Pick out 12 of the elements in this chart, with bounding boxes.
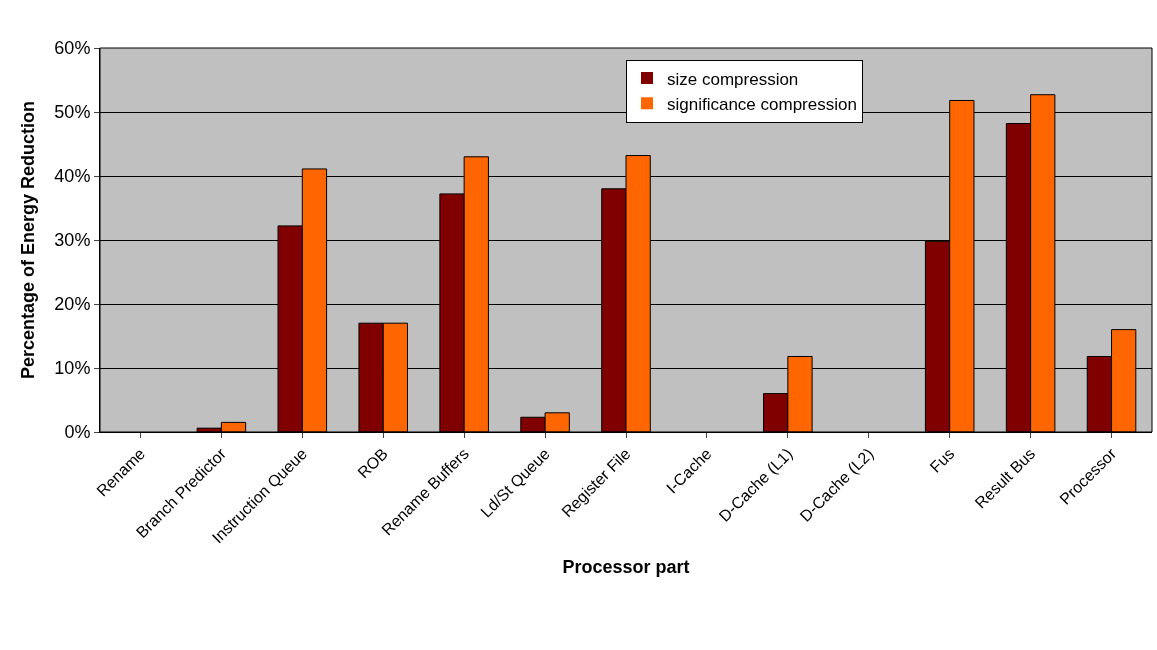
y-axis-title: Percentage of Energy Reduction <box>17 100 38 380</box>
legend-label: significance compression <box>667 94 857 114</box>
y-tick-label: 10% <box>54 358 91 379</box>
y-tick-label: 30% <box>54 230 91 251</box>
legend-label: size compression <box>667 69 799 89</box>
x-axis-title: Processor part <box>562 557 690 578</box>
y-tick-label: 50% <box>54 102 91 123</box>
x-tick-label: Fus <box>926 444 958 476</box>
y-tick-label: 0% <box>64 422 91 443</box>
y-tick-label: 40% <box>54 166 91 187</box>
y-tick-label: 60% <box>54 38 91 59</box>
y-tick-label: 20% <box>54 294 91 315</box>
